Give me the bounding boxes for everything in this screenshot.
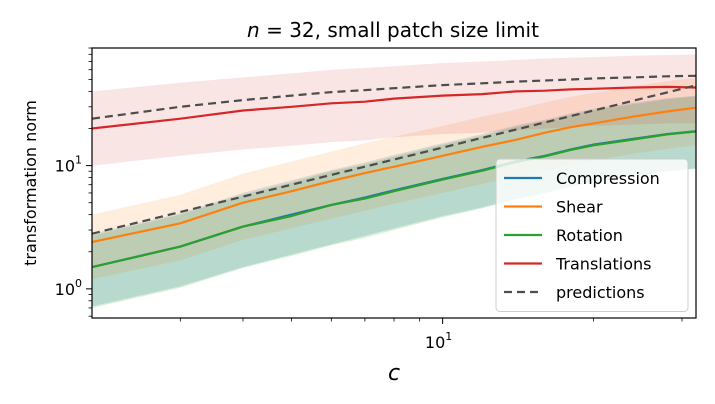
legend-label-shear: Shear — [556, 198, 603, 217]
y-tick-label: 100 — [55, 277, 82, 299]
series-line-predictions — [92, 74, 696, 120]
legend-label-rotation: Rotation — [556, 226, 623, 245]
x-tick-label: 101 — [425, 330, 452, 352]
y-tick-label: 101 — [55, 154, 82, 176]
chart-title-variable: n — [247, 18, 260, 42]
series-line-predictions-low — [92, 84, 696, 235]
band-compression — [92, 95, 696, 307]
chart-title: n = 32, small patch size limit — [247, 18, 539, 42]
y-axis-label: transformation norm — [21, 100, 40, 266]
chart-title-text: = 32, small patch size limit — [260, 18, 539, 42]
legend-label-compression: Compression — [556, 169, 660, 188]
legend-label-translations: Translations — [555, 255, 652, 274]
series-line-shear — [92, 106, 696, 244]
band-translations — [92, 54, 696, 166]
band-shear — [92, 77, 696, 280]
legend-box — [495, 158, 689, 312]
legend: Compression Shear Rotation Translations pred… — [495, 158, 689, 312]
series-line-rotation — [92, 130, 696, 269]
series-line-translations — [92, 85, 696, 130]
x-axis-label: c — [388, 361, 400, 386]
confidence-bands — [92, 54, 696, 308]
legend-label-predictions: predictions — [556, 283, 645, 302]
plot-frame — [91, 47, 697, 319]
series-lines — [92, 74, 696, 269]
band-rotation — [92, 96, 696, 308]
